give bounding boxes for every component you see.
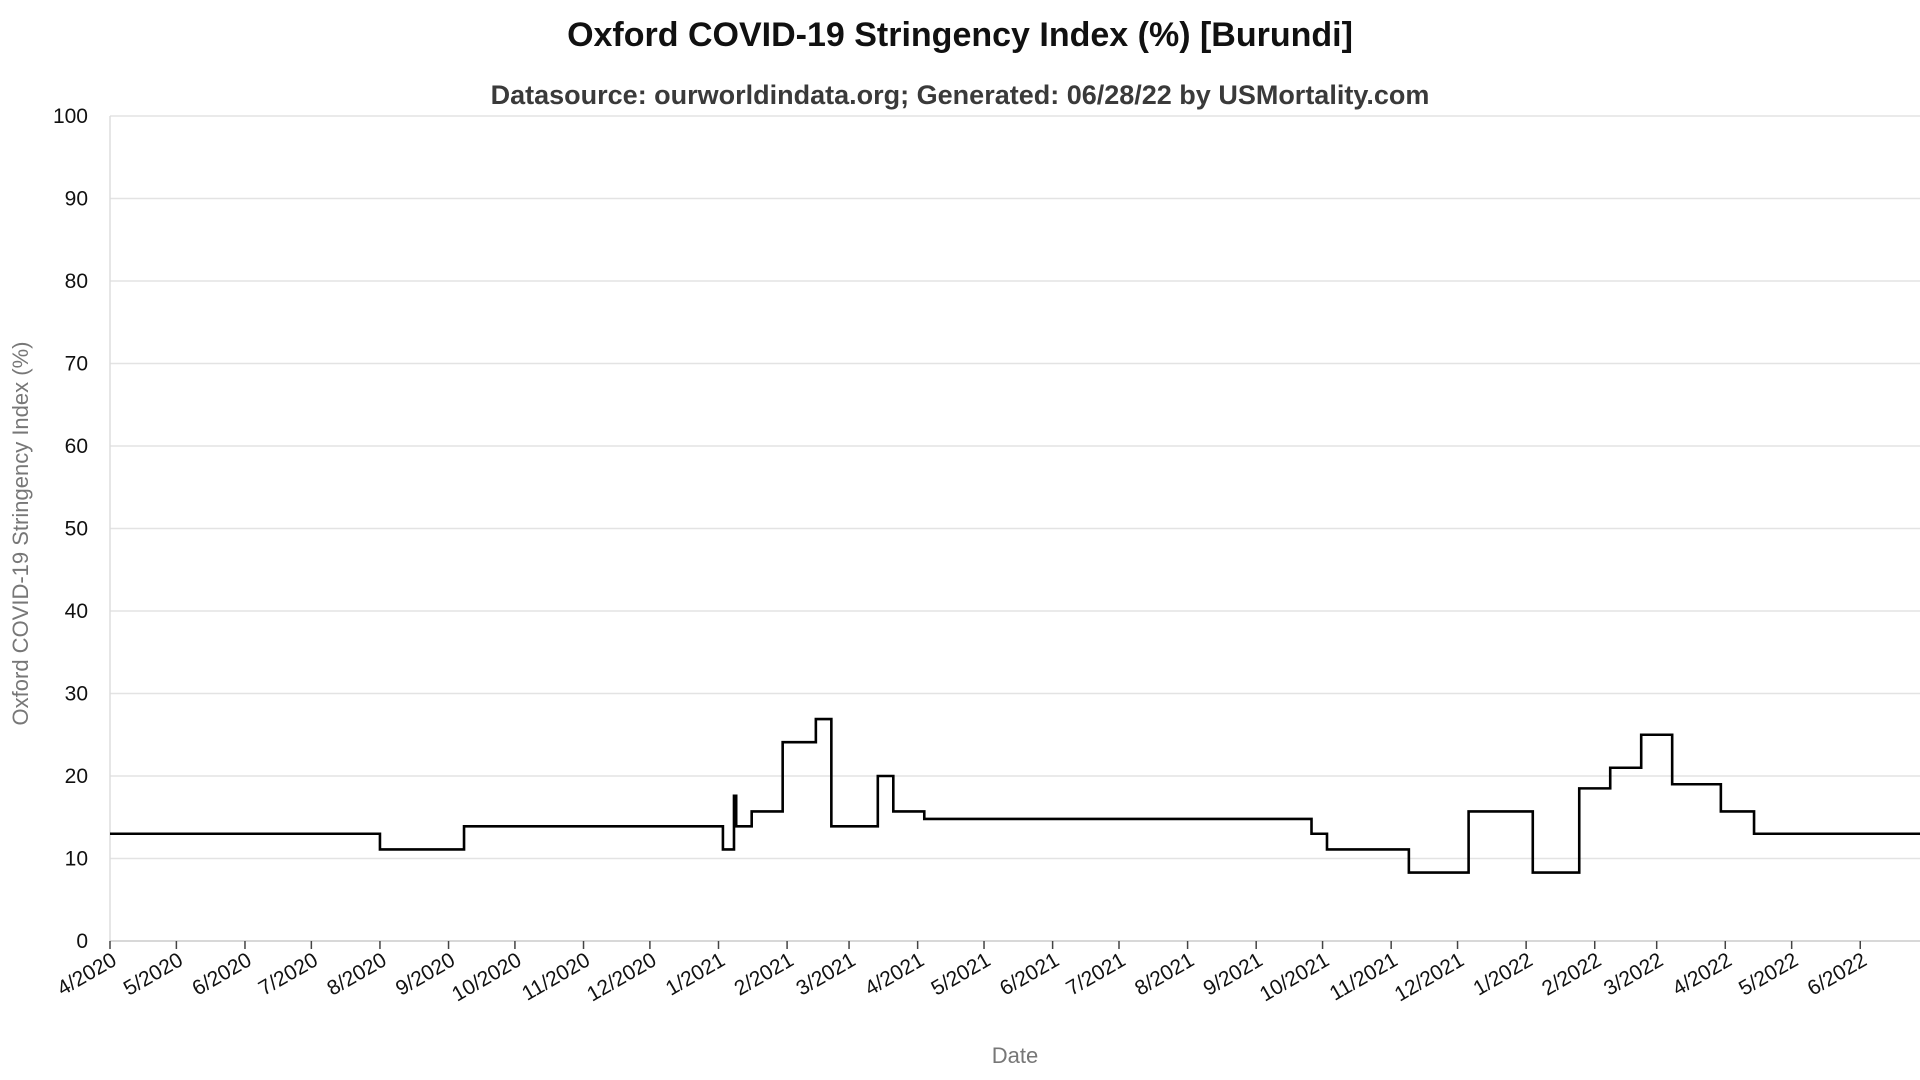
x-tick-label: 3/2021 bbox=[792, 948, 859, 1000]
x-tick-label: 7/2021 bbox=[1062, 948, 1129, 1000]
x-tick-label: 1/2021 bbox=[662, 948, 729, 1000]
series-layer bbox=[110, 717, 1920, 874]
x-tick-label: 5/2021 bbox=[927, 948, 994, 1000]
x-tick-label: 11/2020 bbox=[518, 948, 594, 1005]
x-tick-label: 4/2022 bbox=[1669, 948, 1736, 1000]
x-tick-label: 1/2022 bbox=[1470, 948, 1537, 1000]
y-tick-label: 80 bbox=[65, 270, 88, 293]
y-tick-label: 10 bbox=[65, 848, 88, 871]
grid-layer bbox=[110, 115, 1920, 860]
x-tick-label: 4/2021 bbox=[861, 948, 928, 1000]
x-tick-label: 10/2021 bbox=[1256, 948, 1333, 1006]
y-tick-label: 70 bbox=[65, 353, 88, 376]
x-tick-label: 3/2022 bbox=[1600, 948, 1667, 1000]
x-tick-label: 8/2020 bbox=[323, 948, 390, 1000]
x-tick-label: 2/2021 bbox=[730, 948, 797, 1000]
y-tick-label: 50 bbox=[65, 518, 88, 541]
y-tick-label: 0 bbox=[76, 930, 88, 953]
y-tick-label: 20 bbox=[65, 765, 88, 788]
x-tick-label: 5/2020 bbox=[120, 948, 187, 1000]
y-tick-label: 100 bbox=[53, 105, 88, 128]
x-tick-label: 12/2021 bbox=[1391, 948, 1468, 1006]
y-axis-title: Oxford COVID-19 Stringency Index (%) bbox=[8, 342, 33, 726]
x-tick-label: 9/2020 bbox=[392, 948, 459, 1000]
x-tick-label: 5/2022 bbox=[1735, 948, 1802, 1000]
axis-layer: 0 10 20 30 40 50 60 70 80 90 100 4/2020 5/2020 6/2020… bbox=[53, 105, 1920, 1006]
y-tick-label: 40 bbox=[65, 600, 88, 623]
x-axis-title: Date bbox=[992, 1043, 1038, 1068]
x-tick-label: 11/2021 bbox=[1326, 948, 1402, 1005]
x-tick-label: 9/2021 bbox=[1200, 948, 1267, 1000]
chart-title: Oxford COVID-19 Stringency Index (%) [Bu… bbox=[567, 16, 1353, 54]
x-tick-label: 7/2020 bbox=[255, 948, 322, 1000]
x-tick-label: 8/2021 bbox=[1131, 948, 1198, 1000]
y-tick-label: 60 bbox=[65, 435, 88, 458]
x-tick-label: 6/2022 bbox=[1804, 948, 1871, 1000]
x-tick-label: 6/2020 bbox=[188, 948, 255, 1000]
x-tick-label: 12/2020 bbox=[583, 948, 660, 1006]
series-line bbox=[110, 717, 1920, 874]
y-tick-label: 90 bbox=[65, 188, 88, 211]
x-tick-label: 2/2022 bbox=[1538, 948, 1605, 1000]
x-tick-label: 10/2020 bbox=[448, 948, 525, 1006]
x-tick-label: 6/2021 bbox=[996, 948, 1063, 1000]
chart-subtitle: Datasource: ourworldindata.org; Generate… bbox=[490, 80, 1430, 110]
x-tick-label: 4/2020 bbox=[53, 948, 120, 1000]
y-tick-label: 30 bbox=[65, 683, 88, 706]
